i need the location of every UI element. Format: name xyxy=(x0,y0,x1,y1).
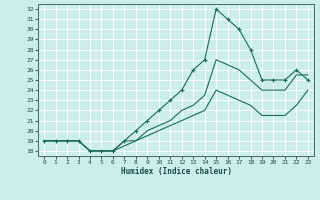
X-axis label: Humidex (Indice chaleur): Humidex (Indice chaleur) xyxy=(121,167,231,176)
